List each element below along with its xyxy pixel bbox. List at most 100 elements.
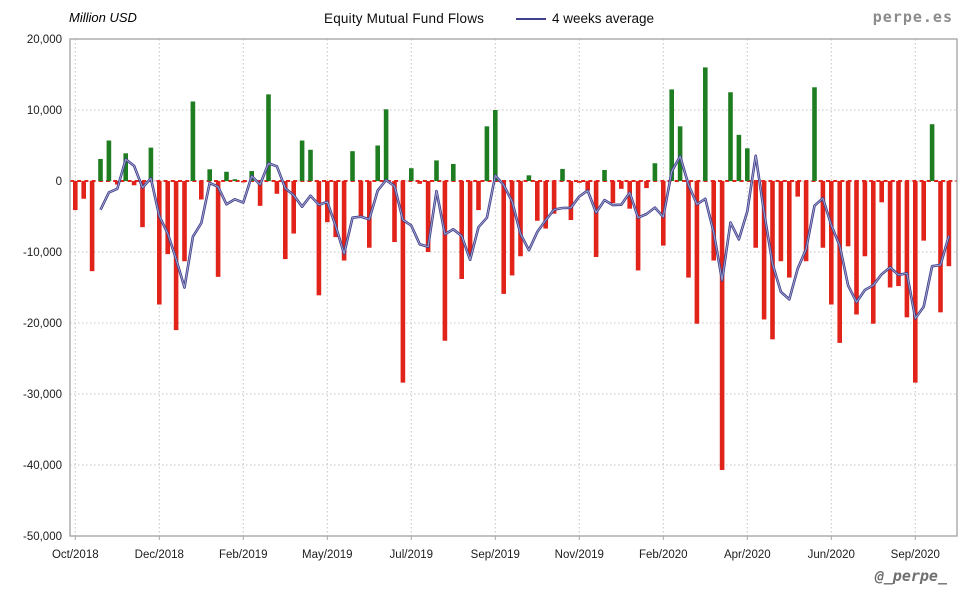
- flow-bar-week-51: [501, 181, 506, 294]
- flow-bar-week-14: [190, 101, 196, 181]
- flow-bar-week-82: [761, 181, 767, 320]
- flow-bar-week-73: [686, 181, 691, 278]
- flow-bar-week-7: [131, 181, 137, 186]
- x-tick-label: Oct/2018: [52, 549, 99, 561]
- chart-title: Equity Mutual Fund Flows: [324, 11, 485, 26]
- flow-bar-week-99: [904, 181, 910, 318]
- flow-bar-week-40: [409, 168, 414, 181]
- flow-bar-week-61: [585, 181, 590, 191]
- x-tick-label: Feb/2020: [639, 549, 688, 561]
- flow-bar-week-81: [753, 181, 758, 248]
- flow-bar-week-60: [577, 181, 582, 183]
- flow-bar-week-93: [854, 181, 859, 315]
- flow-bar-week-55: [535, 181, 540, 221]
- author-handle: @_perpe_: [874, 567, 947, 585]
- y-tick-label: -10,000: [23, 247, 62, 259]
- flow-bar-week-2: [89, 181, 95, 272]
- flow-bar-week-26: [291, 181, 296, 234]
- flow-bar-week-97: [887, 181, 893, 288]
- x-tick-label: Nov/2019: [555, 549, 604, 561]
- y-tick-label: -40,000: [23, 460, 62, 472]
- flow-bar-week-72: [677, 126, 683, 181]
- flow-bar-week-94: [862, 181, 868, 257]
- flow-bar-week-101: [921, 181, 926, 241]
- flow-bar-week-23: [266, 94, 271, 181]
- flow-bar-week-80: [745, 148, 750, 181]
- flow-bar-week-24: [274, 181, 280, 194]
- flow-bar-week-92: [845, 181, 851, 247]
- y-tick-label: 20,000: [27, 34, 62, 46]
- flow-bar-week-19: [232, 179, 238, 181]
- flow-bar-week-68: [644, 181, 649, 189]
- y-axis-units-label: Million USD: [69, 10, 137, 25]
- flow-bar-week-38: [392, 181, 397, 243]
- x-tick-label: Apr/2020: [724, 549, 771, 561]
- flow-bar-week-67: [635, 181, 641, 271]
- flow-bar-week-44: [442, 181, 448, 341]
- flow-bar-week-100: [913, 181, 918, 383]
- flow-bar-week-31: [333, 181, 338, 238]
- flow-bar-week-95: [871, 181, 876, 324]
- legend-label: 4 weeks average: [552, 11, 655, 26]
- flow-bar-week-65: [619, 181, 624, 189]
- flow-bar-week-43: [434, 160, 439, 181]
- flow-bar-week-50: [493, 110, 498, 181]
- plot-area: [70, 39, 957, 536]
- flow-bar-week-47: [467, 181, 473, 256]
- flow-bar-week-48: [476, 181, 481, 211]
- flow-bar-week-9: [148, 147, 154, 181]
- flow-bar-week-28: [308, 149, 313, 181]
- watermark-perpe-es: perpe.es: [872, 8, 953, 26]
- flow-bar-week-90: [829, 181, 834, 305]
- flow-bar-week-36: [375, 145, 380, 181]
- y-tick-label: -30,000: [23, 389, 62, 401]
- flow-bar-week-96: [879, 181, 884, 203]
- flow-bar-week-11: [165, 181, 170, 255]
- flow-bar-week-18: [224, 171, 229, 181]
- flow-bar-week-64: [610, 181, 616, 204]
- flow-bar-week-42: [425, 181, 431, 252]
- flow-bar-week-25: [283, 181, 288, 260]
- flow-bar-week-103: [938, 181, 943, 313]
- flow-bar-week-45: [451, 163, 456, 181]
- x-tick-label: Sep/2020: [891, 549, 940, 561]
- flow-bar-week-16: [207, 169, 212, 181]
- x-tick-label: Feb/2019: [219, 549, 268, 561]
- flow-bar-week-52: [509, 181, 515, 276]
- flow-bar-week-27: [299, 140, 305, 181]
- x-tick-label: Jul/2019: [390, 549, 433, 561]
- flow-bar-week-54: [526, 175, 532, 181]
- flow-bar-week-20: [241, 181, 246, 183]
- flow-bar-week-57: [551, 181, 557, 214]
- y-tick-label: -50,000: [23, 531, 62, 543]
- flow-bar-week-69: [652, 163, 658, 181]
- flow-bar-week-5: [115, 181, 120, 185]
- flow-bar-week-15: [199, 181, 204, 200]
- flow-bar-week-13: [182, 181, 187, 262]
- flow-bar-week-102: [929, 124, 935, 181]
- x-tick-label: Jun/2020: [808, 549, 855, 561]
- x-tick-label: May/2019: [302, 549, 353, 561]
- flow-bar-week-85: [787, 181, 792, 278]
- flow-bar-week-35: [367, 181, 372, 248]
- flow-bar-week-29: [316, 181, 322, 296]
- legend: 4 weeks average: [516, 11, 654, 26]
- y-tick-label: -20,000: [23, 318, 62, 330]
- flow-bar-week-17: [215, 181, 221, 277]
- flow-bar-week-53: [518, 181, 523, 257]
- flow-bar-week-49: [484, 126, 490, 181]
- flow-bar-week-10: [157, 181, 162, 305]
- y-tick-label: 0: [56, 176, 62, 188]
- flow-bar-week-58: [560, 168, 565, 181]
- flow-bar-week-87: [803, 181, 809, 262]
- flow-bar-week-34: [358, 181, 364, 218]
- flow-bar-week-37: [383, 109, 389, 181]
- flow-bar-week-59: [568, 181, 574, 221]
- flow-bar-week-75: [703, 67, 708, 181]
- flow-bar-week-39: [400, 181, 406, 383]
- flow-bar-week-41: [417, 181, 422, 184]
- flow-bar-week-89: [820, 181, 826, 248]
- flow-bar-week-86: [795, 181, 800, 197]
- plot-border: [69, 38, 958, 537]
